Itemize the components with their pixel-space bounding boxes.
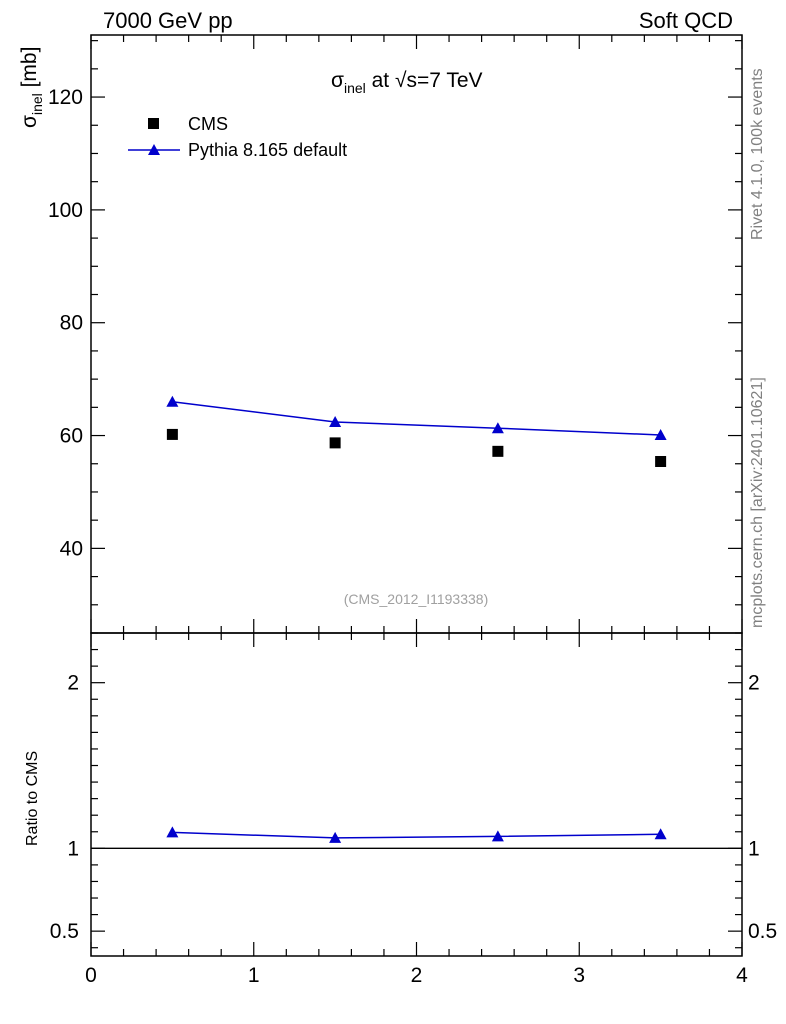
side-label-mcplots: mcplots.cern.ch [arXiv:2401.10621] [749,377,766,628]
x-tick-label: 1 [248,964,260,987]
ratio-panel-frame [90,632,743,957]
pythia-line [172,400,661,436]
pythia-point [491,422,504,434]
x-tick-label: 2 [411,964,423,987]
ratio-point [654,828,667,840]
pythia-point [329,416,342,428]
side-label-rivet: Rivet 4.1.0, 100k events [749,68,766,240]
ratio-point [329,831,342,843]
y-tick-label: 60 [60,425,83,448]
ratio-tick-label-right: 2 [748,672,760,695]
ratio-point [491,830,504,842]
ratio-tick-label-left: 1 [67,837,79,860]
ratio-tick-label-right: 0.5 [748,920,777,943]
header-left: 7000 GeV pp [103,8,233,33]
legend-label-pythia: Pythia 8.165 default [188,140,347,160]
header-right: Soft QCD [639,8,733,33]
cms-point [166,428,178,440]
ratio-point [166,826,179,838]
ratio-tick-label-right: 1 [748,837,760,860]
legend-marker-pythia [148,144,160,155]
y-tick-label: 40 [60,537,83,560]
pythia-point [654,428,667,440]
x-tick-label: 0 [85,964,97,987]
legend: CMS Pythia 8.165 default [128,114,347,160]
main-y-label: σinel [mb] [18,47,45,128]
chart-title: σinel at √s=7 TeV [331,69,483,96]
y-tick-label: 100 [48,199,83,222]
main-series-group [166,395,667,467]
x-axis: 0 1 2 3 4 [85,35,748,987]
analysis-label: (CMS_2012_I1193338) [344,591,489,607]
ratio-tick-label-left: 0.5 [50,920,79,943]
x-tick-label: 3 [573,964,585,987]
y-tick-label: 120 [48,86,83,109]
ratio-tick-label-left: 2 [67,672,79,695]
ratio-series-group [166,826,667,843]
y-tick-label: 80 [60,312,83,335]
ratio-y-axis: 0.5 0.5 1 1 2 2 [50,648,777,949]
cms-point [329,437,341,449]
legend-label-cms: CMS [188,114,228,134]
ratio-line [172,831,661,839]
pythia-point [166,395,179,407]
cms-point [655,455,667,467]
cms-point [492,445,504,457]
main-y-axis: 40 60 80 100 120 [48,40,742,634]
ratio-y-label: Ratio to CMS [24,751,41,846]
x-tick-label: 4 [736,964,748,987]
legend-marker-cms [148,118,159,129]
